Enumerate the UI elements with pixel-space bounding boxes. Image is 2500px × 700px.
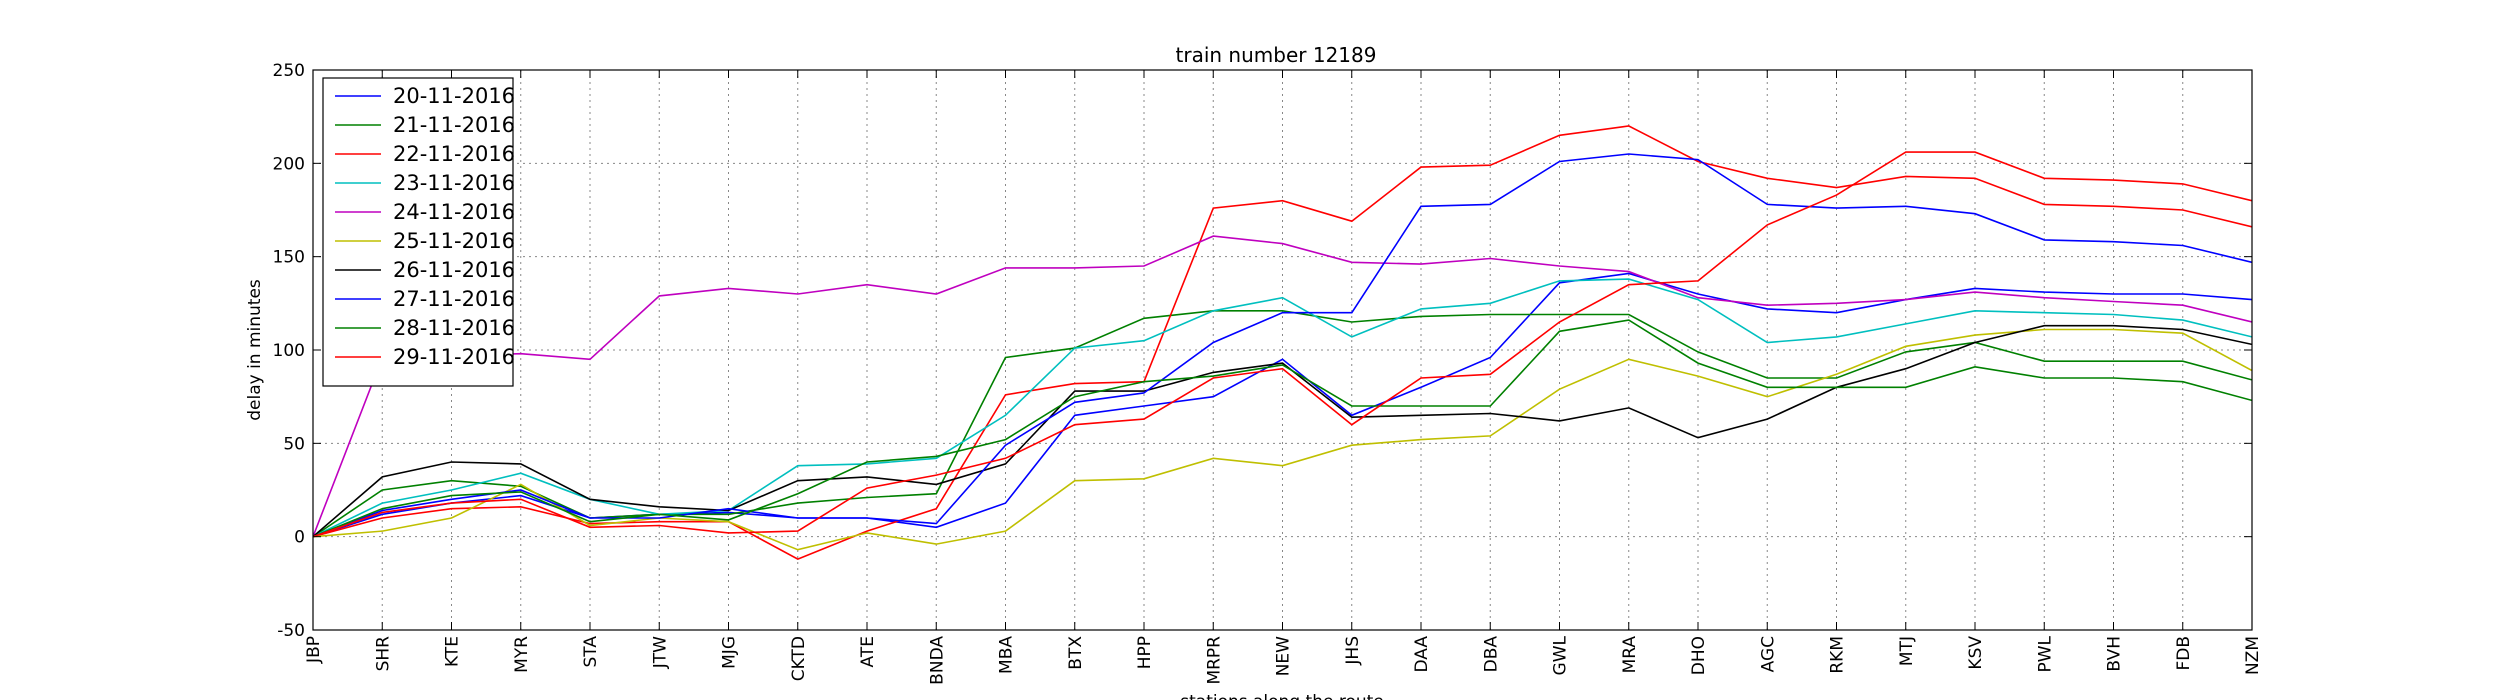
legend-box [322,77,514,387]
x-tick-label-shr: SHR [373,636,393,672]
series-line-26-11-2016 [313,324,2252,538]
y-tick-label: 50 [283,434,305,454]
y-tick-label: 200 [273,154,305,174]
series-line-23-11-2016 [313,278,2252,538]
legend-label: 20-11-2016 [393,84,515,108]
legend-label: 23-11-2016 [393,171,515,195]
x-tick-labels: JBP SHR KTE MYR STA JTW MJG CKTD ATE BNDA MBA BTX HP… [304,635,2263,684]
grid [313,70,2252,630]
x-tick-label-nzm: NZM [2243,636,2263,675]
x-tick-label-myr: MYR [512,636,532,673]
y-axis-label: delay in minutes [245,279,265,421]
axis-ticks [312,69,2253,631]
y-tick-label: 150 [273,248,305,268]
x-tick-label-ksv: KSV [1966,636,1986,670]
y-tick-labels: -50 0 50 100 150 200 250 [273,61,305,641]
series-line-21-11-2016 [313,309,2252,538]
legend-label: 25-11-2016 [393,229,515,253]
x-tick-label-btx: BTX [1066,636,1086,670]
x-tick-label-mjg: MJG [720,636,740,669]
legend-label: 29-11-2016 [393,345,515,369]
x-tick-label-ate: ATE [858,636,878,667]
series-line-22-11-2016 [313,125,2252,560]
x-tick-label-bnda: BNDA [927,636,947,685]
x-tick-label-fdb: FDB [2174,636,2194,671]
y-tick-label: -50 [277,621,305,641]
legend-label: 27-11-2016 [393,287,515,311]
series-line-24-11-2016 [313,235,2252,537]
y-tick-label: 100 [273,341,305,361]
x-axis-label: stations along the route [1180,692,1384,700]
legend-label: 26-11-2016 [393,258,515,282]
series-line-29-11-2016 [313,151,2252,538]
x-tick-label-jbp: JBP [304,636,324,664]
legend-label: 24-11-2016 [393,200,515,224]
x-tick-label-kte: KTE [443,636,463,667]
x-tick-label-bvh: BVH [2105,636,2125,672]
x-tick-label-mrpr: MRPR [1204,636,1224,685]
x-tick-label-dba: DBA [1481,636,1501,673]
series-line-27-11-2016 [313,153,2252,538]
legend-label: 21-11-2016 [393,113,515,137]
x-tick-label-hpp: HPP [1135,636,1155,669]
series-lines [313,125,2252,560]
x-tick-label-mtj: MTJ [1897,636,1917,666]
x-tick-label-mba: MBA [997,636,1017,674]
x-tick-label-sta: STA [581,636,601,668]
series-line-25-11-2016 [313,328,2252,551]
x-tick-label-new: NEW [1274,636,1294,676]
legend-label: 22-11-2016 [393,142,515,166]
legend-label: 28-11-2016 [393,316,515,340]
legend: 20-11-2016 21-11-2016 22-11-2016 23-11-2016… [322,77,515,387]
x-tick-label-dho: DHO [1689,636,1709,675]
x-tick-label-jtw: JTW [650,636,670,669]
y-tick-label: 250 [273,61,305,81]
x-tick-label-jhs: JHS [1343,636,1363,666]
x-tick-label-pwl: PWL [2035,635,2055,672]
x-tick-label-gwl: GWL [1551,635,1571,675]
series-line-28-11-2016 [313,319,2252,538]
x-tick-label-mra: MRA [1620,636,1640,674]
x-tick-label-cktd: CKTD [789,636,809,681]
x-tick-label-rkm: RKM [1828,636,1848,674]
chart-title: train number 12189 [1176,43,1377,67]
x-tick-label-daa: DAA [1412,636,1432,673]
y-tick-label: 0 [294,528,305,548]
x-tick-label-agc: AGC [1758,636,1778,672]
